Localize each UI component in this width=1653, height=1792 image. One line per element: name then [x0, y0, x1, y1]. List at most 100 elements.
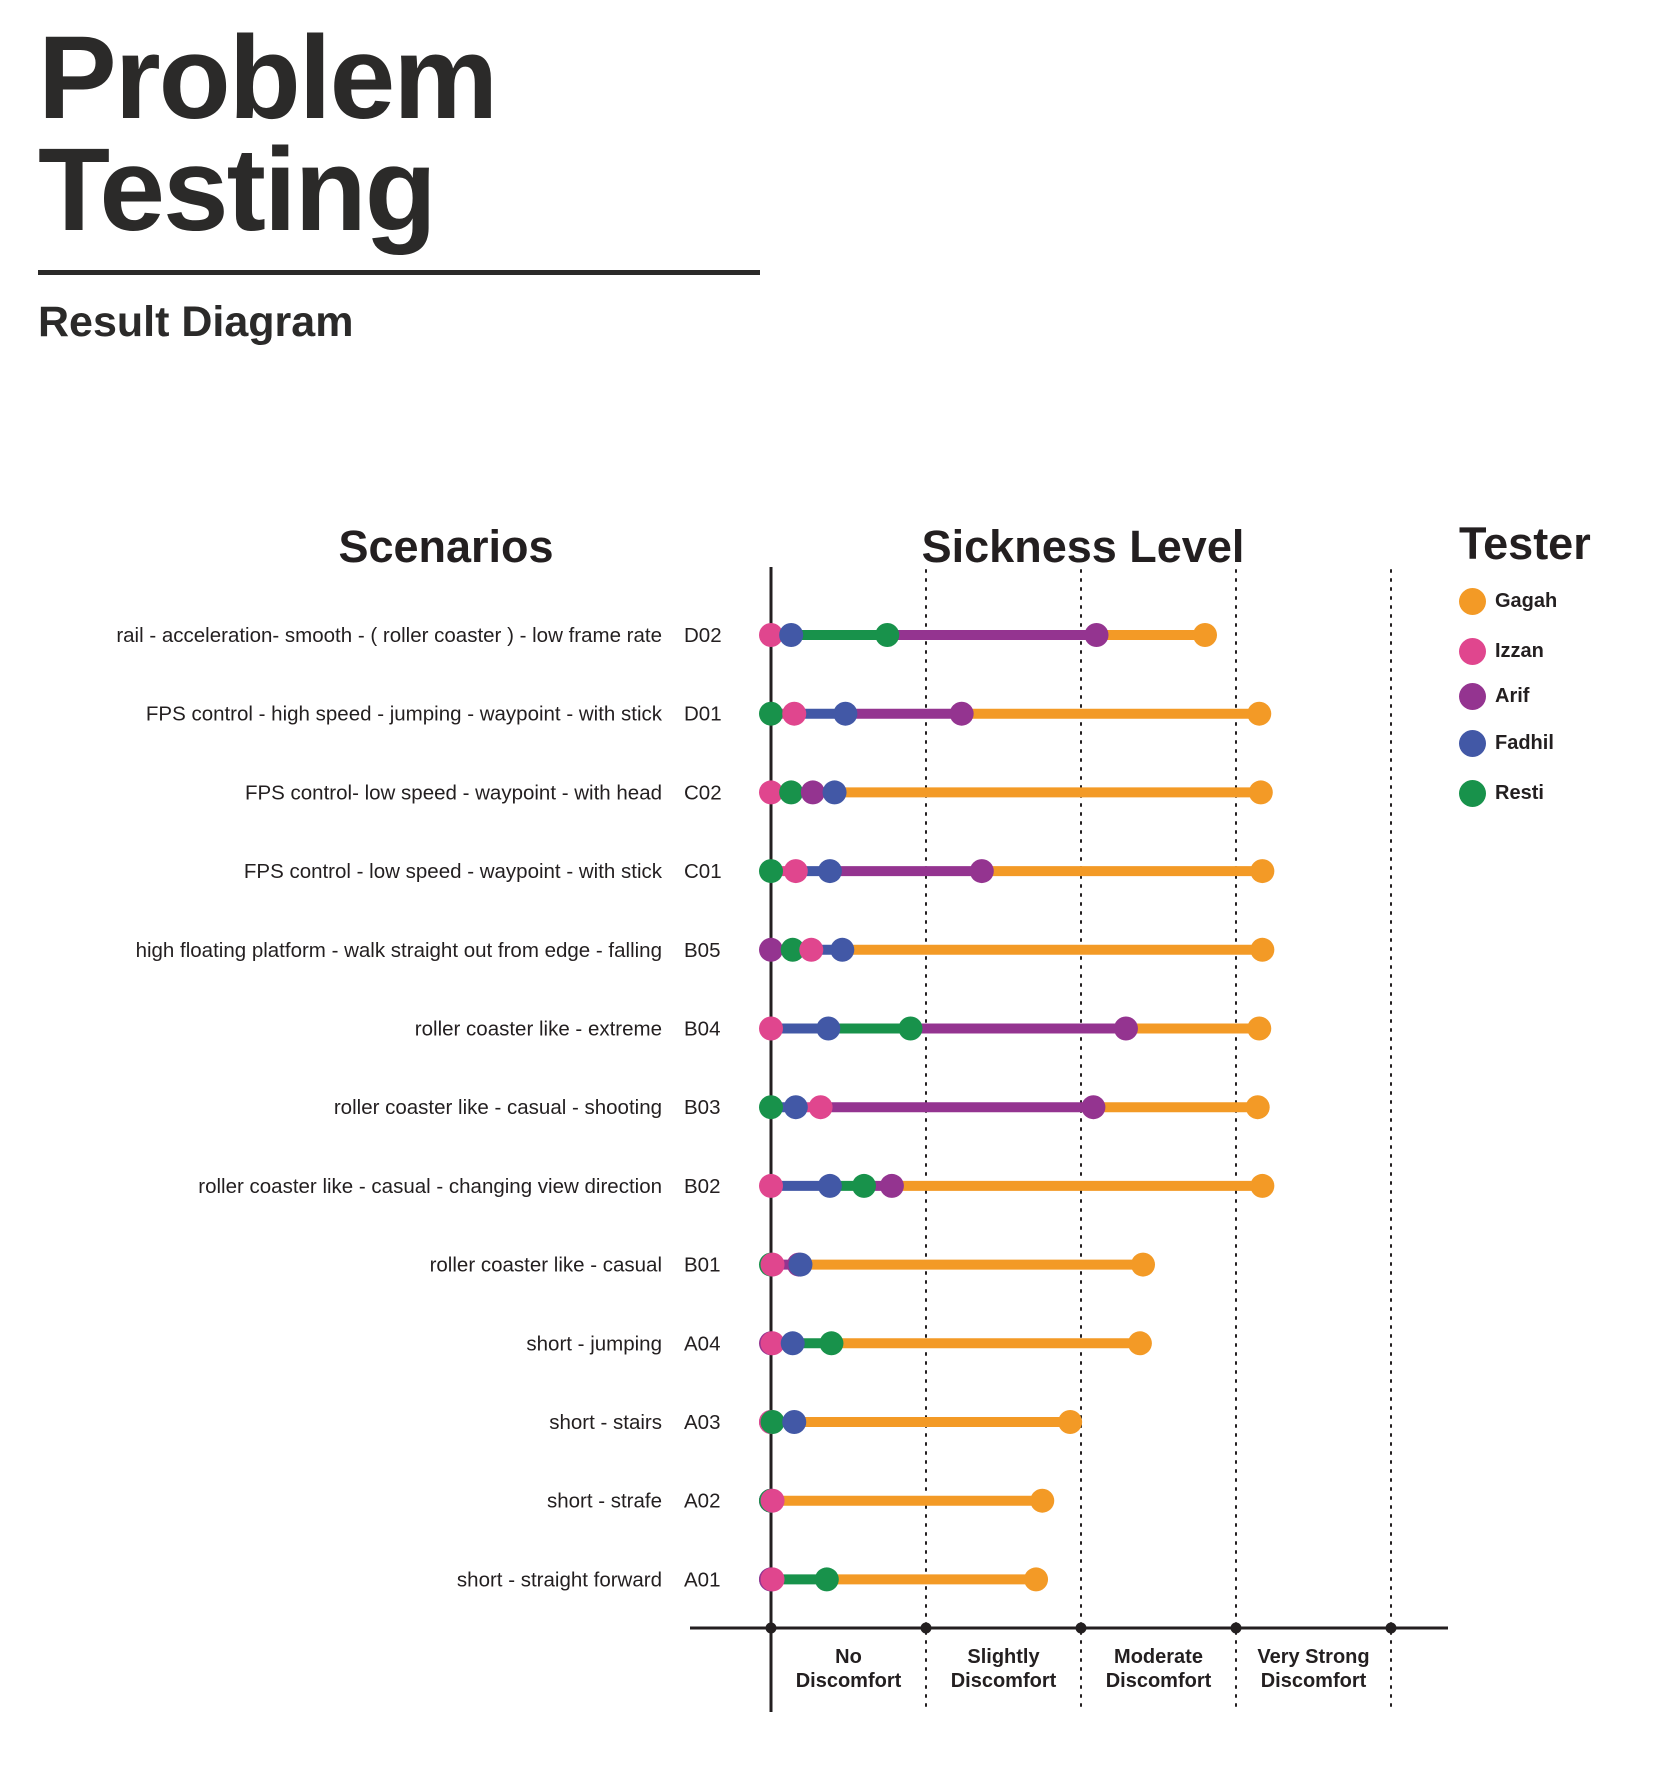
legend-label: Gagah: [1495, 590, 1558, 612]
dot-izzan: [759, 780, 783, 805]
dot-gagah: [1193, 623, 1217, 647]
legend-dot: [1459, 588, 1486, 615]
dot-fadhil: [780, 1331, 805, 1356]
gridlines: [925, 569, 1392, 1713]
scenario-label: rail - acceleration- smooth - ( roller c…: [116, 624, 662, 647]
dot-arif: [1113, 1016, 1138, 1041]
dot-arif: [1081, 1095, 1106, 1120]
scenario-code: B05: [684, 939, 720, 962]
scenario-code: A03: [684, 1411, 720, 1434]
scenarios-header: Scenarios: [338, 521, 553, 572]
scenario-code: B04: [684, 1018, 720, 1041]
scenario-code: B01: [684, 1254, 720, 1277]
scenario-code: C01: [684, 860, 722, 883]
dot-gagah: [1024, 1567, 1049, 1592]
dot-gagah: [1245, 1095, 1270, 1120]
dot-izzan: [759, 1016, 783, 1041]
legend-label: Arif: [1495, 685, 1530, 707]
x-category-label-line: Discomfort: [1106, 1670, 1212, 1692]
x-category-label: Slightly Discomfort: [951, 1646, 1057, 1692]
scenario-code: B02: [684, 1175, 720, 1198]
scenario-label: short - stairs: [549, 1411, 662, 1434]
axis-tick-dot: [765, 1622, 777, 1634]
legend-dot: [1459, 638, 1486, 665]
dot-resti: [759, 859, 783, 884]
x-category-label: No Discomfort: [796, 1646, 902, 1692]
scenario-label: roller coaster like - casual - shooting: [334, 1096, 662, 1119]
scenario-row: [759, 701, 1272, 726]
scenario-row: [759, 1331, 1152, 1356]
scenario-label: FPS control- low speed - waypoint - with…: [245, 781, 662, 804]
page-subtitle: Result Diagram: [38, 298, 354, 346]
dot-fadhil: [833, 701, 858, 726]
scenario-label: roller coaster like - casual: [430, 1254, 662, 1277]
dot-gagah: [1247, 1016, 1272, 1041]
legend-item-resti: Resti: [1459, 778, 1629, 808]
legend-dot: [1459, 780, 1486, 807]
legend-item-izzan: Izzan: [1459, 636, 1629, 666]
scenario-label: short - strafe: [547, 1490, 662, 1513]
dot-gagah: [1131, 1252, 1155, 1277]
legend-label: Izzan: [1495, 640, 1544, 662]
legend-label: Resti: [1495, 782, 1544, 804]
dot-fadhil: [779, 623, 804, 647]
dot-izzan: [760, 1331, 785, 1356]
dot-gagah: [1247, 701, 1272, 726]
scenario-row: [759, 1095, 1270, 1120]
dot-arif: [1084, 623, 1109, 647]
dot-arif: [759, 937, 783, 962]
dot-izzan: [808, 1095, 833, 1120]
dot-arif: [879, 1173, 904, 1198]
dot-resti: [852, 1173, 876, 1198]
legend-title: Tester: [1459, 518, 1591, 569]
dot-arif: [949, 701, 974, 726]
scenario-label: roller coaster like - extreme: [415, 1018, 662, 1041]
scenario-row: [759, 1016, 1272, 1041]
scenario-label: high floating platform - walk straight o…: [136, 939, 662, 962]
scenario-code: B03: [684, 1096, 720, 1119]
dot-gagah: [1127, 1331, 1152, 1356]
dot-resti: [814, 1567, 839, 1592]
dot-izzan: [759, 623, 783, 647]
scenario-label: FPS control - high speed - jumping - way…: [146, 703, 663, 726]
scenario-row: [759, 623, 1217, 647]
scenario-row: [759, 937, 1275, 962]
legend-item-arif: Arif: [1459, 681, 1629, 711]
dot-izzan: [760, 1567, 785, 1592]
x-category-label: Moderate Discomfort: [1106, 1646, 1212, 1692]
title-line-2: Testing: [38, 124, 437, 256]
dot-gagah: [1248, 780, 1273, 805]
dot-fadhil: [782, 1410, 807, 1434]
dot-fadhil: [817, 1173, 842, 1198]
dot-gagah: [1030, 1488, 1055, 1513]
dot-fadhil: [816, 1016, 841, 1041]
dot-izzan: [760, 1488, 785, 1513]
dot-fadhil: [817, 859, 842, 884]
scenario-code: A04: [684, 1332, 720, 1355]
dot-fadhil: [783, 1095, 808, 1120]
dot-izzan: [783, 859, 808, 884]
x-category-label-line: Discomfort: [1261, 1670, 1367, 1692]
dot-izzan: [759, 1173, 783, 1198]
dot-resti: [819, 1331, 844, 1356]
dot-resti: [759, 701, 783, 726]
dot-gagah: [1058, 1410, 1083, 1434]
dot-fadhil: [822, 780, 847, 805]
dot-fadhil: [830, 937, 855, 962]
scenario-label: roller coaster like - casual - changing …: [198, 1175, 662, 1198]
scenario-code: A02: [684, 1490, 720, 1513]
legend-dot: [1459, 730, 1486, 757]
scenario-label: short - straight forward: [457, 1568, 662, 1591]
x-category-label-line: Discomfort: [951, 1670, 1057, 1692]
dot-fadhil: [788, 1252, 813, 1277]
dot-resti: [779, 780, 804, 805]
x-category-label-line: Discomfort: [796, 1670, 902, 1692]
scenario-row: [759, 1252, 1155, 1277]
page-title: Problem Testing: [38, 19, 758, 256]
x-category-label: Very Strong Discomfort: [1257, 1646, 1369, 1692]
dot-izzan: [782, 701, 807, 726]
scenario-row: [759, 780, 1273, 805]
dot-gagah: [1250, 1173, 1275, 1198]
scenario-row: [759, 1567, 1049, 1592]
